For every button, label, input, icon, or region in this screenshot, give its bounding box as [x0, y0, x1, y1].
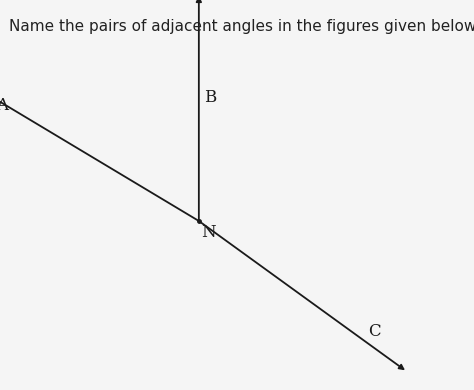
Text: A: A — [0, 97, 8, 114]
Text: Name the pairs of adjacent angles in the figures given below :: Name the pairs of adjacent angles in the… — [9, 20, 474, 34]
Text: B: B — [204, 89, 216, 106]
Text: C: C — [368, 323, 381, 340]
Text: N: N — [201, 225, 215, 241]
